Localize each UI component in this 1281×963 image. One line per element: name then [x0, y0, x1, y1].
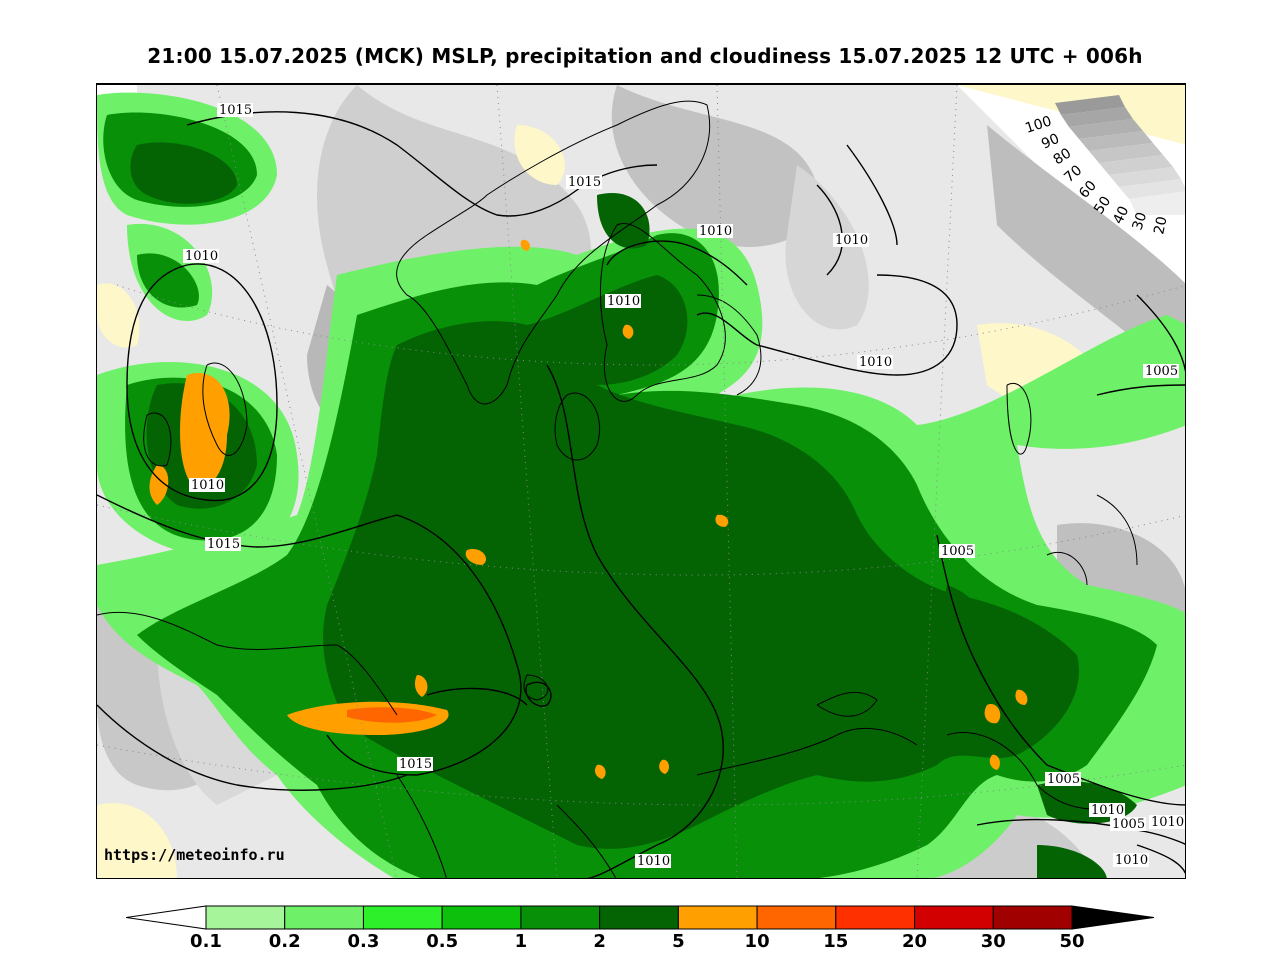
svg-text:1010: 1010: [835, 233, 868, 248]
colorbar-tick-label: 0.5: [426, 931, 459, 952]
colorbar-tick-label: 0.3: [347, 931, 380, 952]
coastlines: [97, 100, 1138, 878]
colorbar-tick-label: 0.1: [190, 931, 222, 952]
isobar-label: 1010: [1089, 803, 1125, 818]
colorbar-tick-label: 0.2: [268, 931, 301, 952]
map-title: 21:00 15.07.2025 (MCK) MSLP, precipitati…: [147, 44, 1143, 68]
svg-text:1010: 1010: [1151, 815, 1184, 830]
isobar-label: 1005: [939, 544, 975, 559]
isobar-label: 1010: [183, 249, 219, 264]
isobar-label: 1010: [1149, 815, 1185, 830]
colorbar-box: [362, 905, 443, 930]
svg-text:1005: 1005: [1112, 817, 1145, 832]
cloud-label: 20: [1151, 215, 1170, 236]
cloud-label: 40: [1110, 204, 1132, 227]
colorbar-tick-label: 5: [672, 931, 685, 952]
colorbar-box: [992, 905, 1073, 930]
svg-text:1010: 1010: [607, 294, 640, 309]
precipitation-colorbar: [126, 905, 1155, 930]
cloud-scale-wedges: [1055, 95, 1185, 215]
isobar-label: 1010: [697, 224, 733, 239]
colorbar-box: [520, 905, 601, 930]
colorbar-low-triangle: [126, 905, 207, 930]
colorbar-box: [599, 905, 679, 930]
svg-text:1010: 1010: [191, 478, 224, 493]
isobar-label: 1015: [217, 103, 253, 118]
colorbar-tick-label: 1: [514, 931, 528, 952]
isobar-labels: 1015 1015 1010 1010 1010 1010 1010 1010 …: [183, 103, 1185, 869]
cloud-label: 90: [1039, 131, 1062, 153]
cloud-label: 100: [1023, 113, 1053, 136]
colorbar-boxes: [205, 905, 1073, 930]
colorbar-box: [441, 905, 522, 930]
cloud-label: 30: [1130, 210, 1151, 232]
svg-text:1005: 1005: [1047, 772, 1080, 787]
isobar-label: 1010: [635, 854, 671, 869]
colorbar-tick-label: 20: [902, 931, 928, 952]
colorbar-box: [756, 905, 837, 930]
colorbar-box: [284, 905, 364, 930]
isobar-label: 1010: [189, 478, 225, 493]
svg-text:1010: 1010: [859, 355, 892, 370]
isobar-label: 1015: [205, 537, 241, 552]
isobar-label: 1010: [857, 355, 893, 370]
isobar-label: 1015: [397, 757, 433, 772]
isobar-label: 1005: [1143, 364, 1179, 379]
cloudiness-legend: 100 90 80 70 60 50 40 30 20: [1023, 95, 1185, 236]
colorbar-box: [205, 905, 286, 930]
graticule: [97, 85, 1185, 878]
colorbar-tick-label: 15: [823, 931, 849, 952]
colorbar-tick-label: 30: [980, 931, 1006, 952]
isobars: [97, 111, 1185, 878]
title-divider: [96, 83, 1186, 84]
svg-text:1010: 1010: [185, 249, 218, 264]
svg-text:1015: 1015: [219, 103, 252, 118]
svg-text:1010: 1010: [637, 854, 670, 869]
svg-text:1015: 1015: [399, 757, 432, 772]
svg-text:1010: 1010: [699, 224, 732, 239]
source-url[interactable]: https://meteoinfo.ru: [104, 846, 285, 864]
colorbar-tick-label: 10: [744, 931, 770, 952]
colorbar-box: [677, 905, 758, 930]
isobar-label: 1010: [605, 294, 641, 309]
weather-map[interactable]: 1015 1015 1010 1010 1010 1010 1010 1010 …: [96, 84, 1186, 879]
map-canvas: 1015 1015 1010 1010 1010 1010 1010 1010 …: [97, 85, 1185, 878]
svg-text:1010: 1010: [1091, 803, 1124, 818]
svg-text:1005: 1005: [941, 544, 974, 559]
isobar-label: 1010: [1113, 853, 1149, 868]
isobar-label: 1010: [833, 233, 869, 248]
svg-text:1010: 1010: [1115, 853, 1148, 868]
colorbar-box: [835, 905, 916, 930]
colorbar-high-triangle: [1071, 905, 1155, 930]
svg-text:1015: 1015: [568, 175, 601, 190]
isobar-label: 1015: [566, 175, 602, 190]
colorbar-box: [914, 905, 994, 930]
colorbar-tick-label: 2: [593, 931, 606, 952]
precipitation-intense: [149, 239, 1028, 779]
isobar-label: 1005: [1045, 772, 1081, 787]
svg-text:1005: 1005: [1145, 364, 1178, 379]
isobar-label: 1005: [1110, 817, 1146, 832]
colorbar-tick-label: 50: [1059, 931, 1085, 952]
svg-text:1015: 1015: [207, 537, 240, 552]
